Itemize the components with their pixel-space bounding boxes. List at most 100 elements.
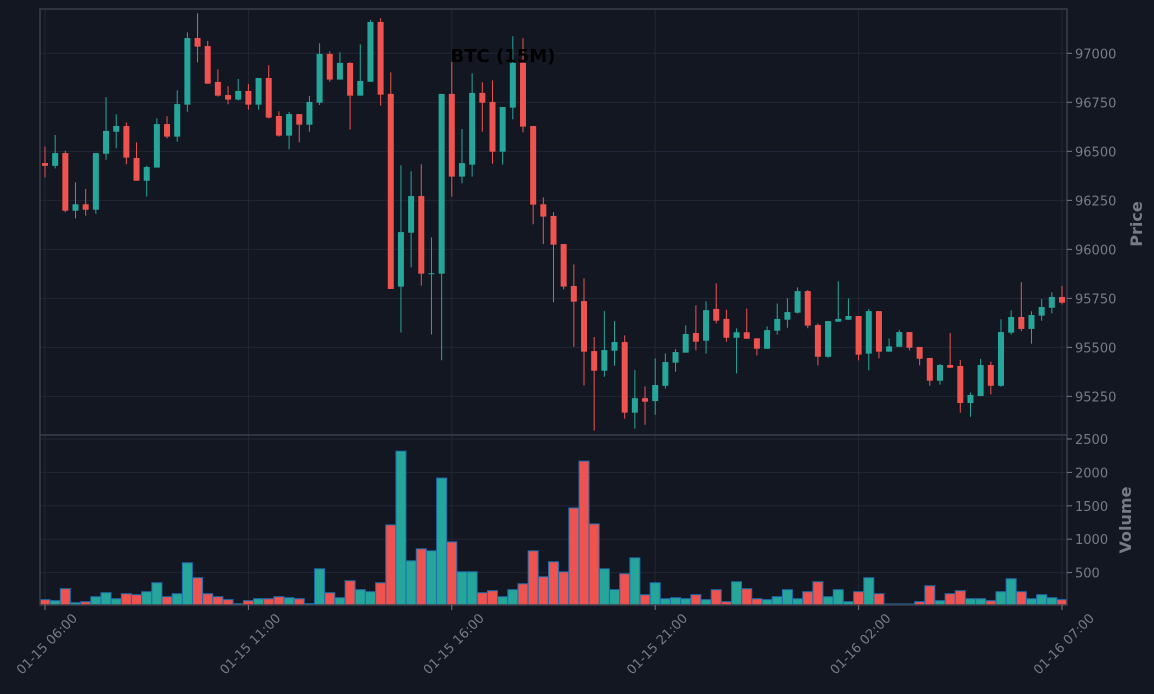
volume-bar — [548, 561, 559, 606]
candle-body — [204, 46, 211, 84]
candle-body — [286, 114, 293, 136]
candle-body — [72, 204, 79, 211]
volume-bar — [812, 581, 824, 606]
candle-body — [164, 124, 171, 137]
candle-body — [438, 93, 445, 274]
candle-body — [519, 62, 526, 127]
volume-bar — [680, 598, 692, 606]
candle-body — [936, 365, 943, 381]
volume-bar — [792, 598, 804, 606]
candle-body — [225, 95, 232, 100]
volume-bar — [629, 557, 641, 606]
candle-body — [753, 338, 760, 349]
price-candles — [42, 13, 1065, 431]
candle-body — [977, 365, 984, 396]
volume-bar — [558, 571, 570, 606]
volume-bar — [781, 589, 793, 606]
candle-body — [906, 332, 913, 348]
candle-body — [103, 130, 110, 154]
candle-body — [62, 153, 69, 211]
plot-frame — [39, 8, 1068, 606]
candle-body — [591, 351, 598, 371]
candle-body — [194, 38, 201, 47]
volume-bar — [212, 596, 224, 606]
candle-body — [682, 334, 689, 353]
volume-bar — [802, 591, 814, 606]
volume-bar — [314, 568, 326, 606]
volume-bar — [110, 598, 122, 606]
candle-body — [367, 21, 374, 82]
volume-bar — [578, 460, 590, 606]
candle-body — [692, 333, 699, 342]
candle-body — [875, 311, 882, 352]
candle-body — [560, 244, 567, 287]
volume-bar — [486, 590, 498, 606]
candle-body — [397, 232, 404, 287]
volume-bar — [1056, 599, 1068, 606]
candle-body — [652, 385, 659, 402]
price-tick-label: 95750 — [1075, 292, 1116, 307]
candle-body — [143, 167, 150, 181]
candle-body — [479, 92, 486, 103]
candle-body — [672, 352, 679, 363]
volume-bar — [1036, 594, 1048, 606]
volume-bar — [700, 599, 712, 606]
volume-bar — [151, 582, 163, 606]
candle-body — [997, 332, 1004, 386]
volume-bar — [649, 582, 661, 606]
candle-body — [865, 311, 872, 354]
volume-bar — [975, 598, 987, 606]
volume-bar — [263, 598, 275, 606]
volume-bar — [751, 598, 763, 606]
candle-body — [123, 126, 130, 158]
price-tick-label: 96500 — [1075, 145, 1116, 160]
candle-body — [275, 116, 282, 136]
volume-bar — [364, 591, 376, 606]
volume-bar — [731, 581, 743, 606]
volume-bar — [822, 596, 834, 606]
volume-bar — [1005, 578, 1017, 606]
volume-bar — [324, 592, 336, 606]
volume-bar — [873, 593, 885, 606]
candle-body — [255, 78, 262, 105]
volume-bar — [222, 599, 234, 606]
candle-body — [326, 53, 333, 80]
candle-body — [214, 81, 221, 96]
volume-bar — [181, 562, 193, 606]
candle-body — [611, 342, 618, 351]
volume-bar — [273, 596, 285, 606]
chart-title: BTC (15M) — [451, 46, 556, 67]
candle-body — [855, 316, 862, 355]
candle-body — [184, 38, 191, 105]
volume-bar — [202, 593, 214, 606]
volume-bar — [1025, 598, 1037, 606]
volume-bar — [141, 591, 153, 606]
volume-bar — [385, 524, 397, 606]
candle-body — [448, 93, 455, 177]
volume-bar — [659, 598, 671, 606]
candle-body — [52, 153, 59, 166]
volume-bar — [598, 568, 610, 606]
volume-bar — [507, 589, 519, 606]
candle-body — [499, 107, 506, 152]
volume-bar — [59, 588, 71, 606]
price-tick-label: 95500 — [1075, 341, 1116, 356]
volume-bar — [131, 594, 143, 606]
candle-body — [347, 62, 354, 96]
candle-body — [723, 318, 730, 338]
volume-bar — [619, 573, 631, 606]
candle-body — [835, 318, 842, 322]
volume-bar — [832, 589, 844, 606]
candle-body — [642, 398, 649, 402]
candle-body — [509, 62, 516, 108]
candle-body — [408, 196, 415, 233]
volume-bar — [771, 596, 783, 606]
candle-body — [336, 62, 343, 80]
volume-bar — [1046, 597, 1058, 606]
volume-bar — [334, 597, 346, 606]
volume-bar — [639, 594, 651, 606]
candle-body — [713, 308, 720, 321]
candle-body — [377, 21, 384, 95]
candle-body — [82, 204, 89, 210]
